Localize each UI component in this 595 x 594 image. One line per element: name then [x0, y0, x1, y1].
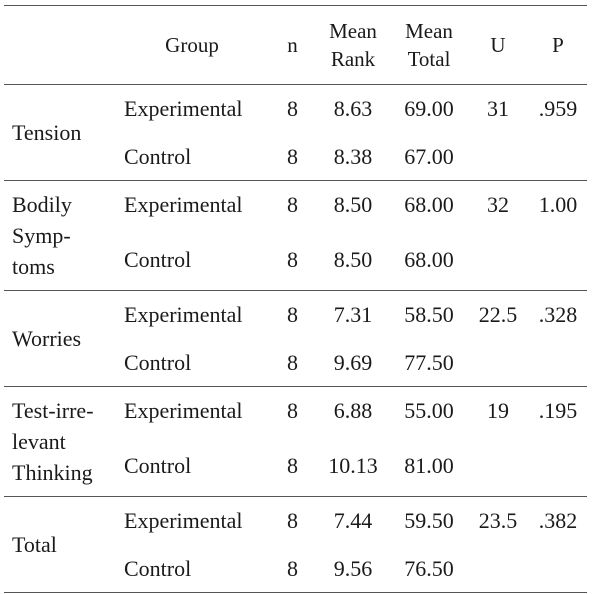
table-row: Total Experimental 8 7.44 59.50 23.5 .38…	[4, 496, 587, 593]
group-cell: Control	[114, 545, 270, 593]
p-cell-empty	[529, 229, 587, 291]
table-row: Control 8 8.50 68.00	[4, 229, 587, 291]
mean-rank-cell: 9.56	[315, 545, 391, 593]
group-cell: Experimental	[124, 96, 243, 121]
p-cell: .328	[538, 302, 578, 327]
mean-rank-cell: 8.63	[333, 96, 373, 121]
u-cell: 19	[487, 398, 509, 423]
u-cell-empty	[467, 133, 529, 181]
n-cell: 8	[287, 302, 298, 327]
header-p: P	[529, 5, 587, 85]
table-row: Control 8 10.13 81.00	[4, 435, 587, 497]
n-cell: 8	[287, 96, 298, 121]
header-group: Group	[114, 5, 270, 85]
n-cell: 8	[287, 508, 298, 533]
mean-rank-cell: 8.38	[315, 133, 391, 181]
mean-rank-cell: 7.44	[333, 508, 373, 533]
p-cell-empty	[529, 435, 587, 497]
header-u: U	[467, 5, 529, 85]
n-cell: 8	[270, 339, 315, 387]
table-row: Tension Experimental 8 8.63 69.00 31 .95…	[4, 84, 587, 181]
group-cell: Experimental	[124, 398, 243, 423]
n-cell: 8	[270, 229, 315, 291]
mean-total-cell: 67.00	[391, 133, 467, 181]
measure-label: Tension	[4, 84, 114, 181]
header-mean-total: Mean Total	[391, 5, 467, 85]
measure-label: Bodily Symp- toms	[4, 180, 114, 291]
mean-total-cell: 77.50	[391, 339, 467, 387]
table-row: Worries Experimental 8 7.31 58.50 22.5 .…	[4, 290, 587, 387]
mean-rank-cell: 8.50	[333, 192, 373, 217]
mean-total-cell: 55.00	[404, 398, 454, 423]
table-row: Control 8 9.56 76.50	[4, 545, 587, 593]
mean-total-cell: 68.00	[391, 229, 467, 291]
u-cell: 31	[487, 96, 509, 121]
p-cell: .195	[538, 398, 578, 423]
header-measure	[4, 5, 114, 85]
group-cell: Experimental	[124, 508, 243, 533]
p-cell-empty	[529, 545, 587, 593]
u-cell-empty	[467, 229, 529, 291]
group-cell: Control	[114, 229, 270, 291]
n-cell: 8	[270, 545, 315, 593]
n-cell: 8	[287, 398, 298, 423]
mean-rank-cell: 9.69	[315, 339, 391, 387]
group-cell: Control	[114, 435, 270, 497]
p-cell: .382	[538, 508, 578, 533]
measure-label: Total	[4, 496, 114, 593]
u-cell-empty	[467, 435, 529, 497]
group-cell: Control	[114, 133, 270, 181]
p-cell: .959	[538, 96, 578, 121]
mean-total-cell: 68.00	[404, 192, 454, 217]
table-row: Control 8 9.69 77.50	[4, 339, 587, 387]
mean-rank-cell: 8.50	[315, 229, 391, 291]
mean-rank-cell: 7.31	[333, 302, 373, 327]
header-n: n	[270, 5, 315, 85]
measure-label: Test-irre- levant Thinking	[4, 386, 114, 497]
group-cell: Experimental	[124, 192, 243, 217]
mean-rank-cell: 10.13	[315, 435, 391, 497]
group-cell: Experimental	[124, 302, 243, 327]
mean-total-cell: 81.00	[391, 435, 467, 497]
header-row: Group n Mean Rank Mean Total U P	[4, 5, 587, 85]
mean-rank-cell: 6.88	[333, 398, 373, 423]
n-cell: 8	[270, 133, 315, 181]
n-cell: 8	[287, 192, 298, 217]
u-cell-empty	[467, 339, 529, 387]
header-mean-rank: Mean Rank	[315, 5, 391, 85]
p-cell-empty	[529, 133, 587, 181]
group-cell: Control	[114, 339, 270, 387]
measure-label: Worries	[4, 290, 114, 387]
n-cell: 8	[270, 435, 315, 497]
results-table: Group n Mean Rank Mean Total U P Tension…	[4, 5, 587, 593]
u-cell-empty	[467, 545, 529, 593]
mean-total-cell: 69.00	[404, 96, 454, 121]
u-cell: 22.5	[478, 302, 518, 327]
mean-total-cell: 58.50	[404, 302, 454, 327]
mean-total-cell: 59.50	[404, 508, 454, 533]
table-row: Control 8 8.38 67.00	[4, 133, 587, 181]
table-row: Test-irre- levant Thinking Experimental …	[4, 386, 587, 497]
table-row: Bodily Symp- toms Experimental 8 8.50 68…	[4, 180, 587, 291]
mean-total-cell: 76.50	[391, 545, 467, 593]
p-cell: 1.00	[538, 192, 578, 217]
p-cell-empty	[529, 339, 587, 387]
u-cell: 23.5	[478, 508, 518, 533]
u-cell: 32	[487, 192, 509, 217]
